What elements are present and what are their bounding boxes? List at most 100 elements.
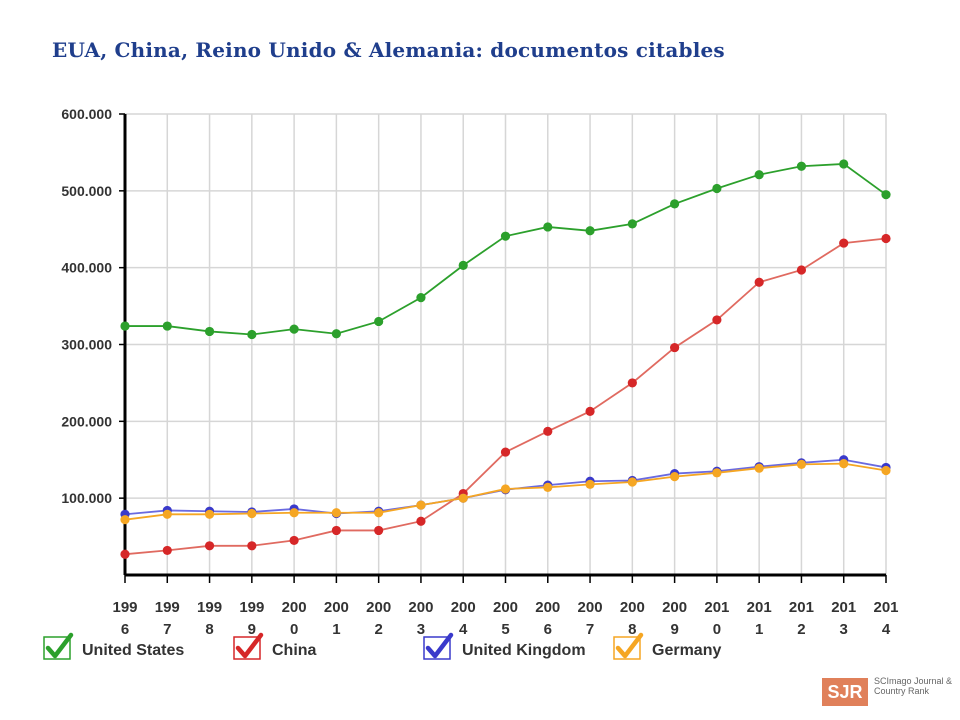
y-tick-label: 400.000 xyxy=(61,260,112,276)
legend-label-germany: Germany xyxy=(652,642,721,659)
data-point-china xyxy=(712,315,722,325)
x-tick-label-line2: 0 xyxy=(290,621,298,638)
data-point-united-states xyxy=(839,159,849,169)
data-point-china xyxy=(839,238,849,248)
x-tick-label-line2: 1 xyxy=(332,621,340,638)
x-tick-label-line1: 200 xyxy=(366,599,391,616)
chart-legend: United States China United Kingdom Germany xyxy=(43,632,721,660)
data-point-united-states xyxy=(627,219,637,229)
data-point-germany xyxy=(247,508,257,519)
x-tick-label-line1: 199 xyxy=(155,599,180,616)
data-point-germany xyxy=(289,508,299,518)
data-point-germany xyxy=(458,493,468,503)
data-point-united-states xyxy=(458,260,468,270)
slide-title: EUA, China, Reino Unido & Alemania: docu… xyxy=(52,38,725,62)
x-tick-label-line1: 201 xyxy=(831,599,856,616)
data-point-germany xyxy=(712,468,722,478)
data-point-china xyxy=(120,549,130,559)
x-tick-label-line2: 1 xyxy=(755,621,763,638)
data-point-china xyxy=(543,426,553,436)
x-tick-label-line2: 0 xyxy=(713,621,721,638)
data-point-united-states xyxy=(500,231,511,241)
x-tick-label-line2: 6 xyxy=(544,621,552,638)
x-tick-label-line2: 4 xyxy=(459,621,468,638)
data-point-united-states xyxy=(796,161,807,171)
x-tick-label-line1: 201 xyxy=(789,599,814,616)
data-point-germany xyxy=(416,500,426,510)
data-point-germany xyxy=(374,508,384,518)
y-tick-label: 200.000 xyxy=(61,413,112,429)
x-tick-label-line1: 200 xyxy=(662,599,687,616)
chart-series xyxy=(120,159,891,559)
data-point-china xyxy=(374,525,384,536)
y-tick-label: 600.000 xyxy=(61,106,112,122)
x-tick-label-line1: 201 xyxy=(704,599,729,616)
legend-item-united-kingdom: United Kingdom xyxy=(423,632,586,660)
data-point-germany xyxy=(881,465,891,476)
x-axis-ticks: 199 6 199 7 199 8 199 9 200 0 200 1 200 2 200 3 200 4 200 5… xyxy=(112,575,899,638)
y-axis-ticks: 100.000 200.000 300.000 400.000 500.000 600.0… xyxy=(61,106,125,506)
sjr-logo-mark: SJR xyxy=(822,678,868,706)
data-point-germany xyxy=(162,509,172,519)
data-point-united-states xyxy=(331,329,341,339)
data-point-china xyxy=(331,525,341,536)
x-tick-label-line1: 200 xyxy=(282,599,307,616)
x-tick-label-line1: 199 xyxy=(112,599,137,616)
data-point-germany xyxy=(543,482,553,493)
data-point-germany xyxy=(839,458,849,469)
data-point-china xyxy=(247,541,257,551)
x-tick-label-line1: 200 xyxy=(535,599,560,616)
x-tick-label-line2: 9 xyxy=(248,621,256,638)
x-tick-label-line2: 3 xyxy=(417,621,425,638)
data-point-united-states xyxy=(881,190,891,200)
x-tick-label-line2: 3 xyxy=(840,621,848,638)
x-tick-label-line2: 4 xyxy=(882,621,891,638)
data-point-germany xyxy=(120,515,130,525)
check-icon xyxy=(615,632,644,659)
y-tick-label: 500.000 xyxy=(61,183,112,199)
x-tick-label-line2: 9 xyxy=(670,621,678,638)
x-tick-label-line1: 200 xyxy=(493,599,518,616)
data-point-germany xyxy=(627,477,637,487)
x-tick-label-line1: 199 xyxy=(239,599,264,616)
legend-item-china: China xyxy=(233,632,317,660)
y-tick-label: 100.000 xyxy=(61,490,112,506)
x-tick-label-line2: 6 xyxy=(121,621,129,638)
y-tick-label: 300.000 xyxy=(61,337,112,353)
sjr-logo-text: SCImago Journal & Country Rank xyxy=(874,676,953,696)
data-point-united-states xyxy=(416,293,426,303)
data-point-united-states xyxy=(162,321,172,331)
data-point-china xyxy=(289,535,299,546)
x-tick-label-line2: 8 xyxy=(205,621,213,638)
legend-item-germany: Germany xyxy=(613,632,721,660)
data-point-united-states xyxy=(712,183,722,194)
x-tick-label-line1: 200 xyxy=(578,599,603,616)
data-point-germany xyxy=(754,463,764,473)
check-icon xyxy=(45,632,74,659)
x-tick-label-line2: 2 xyxy=(374,621,382,638)
data-point-united-states xyxy=(543,222,553,232)
legend-label-united-kingdom: United Kingdom xyxy=(462,642,586,659)
x-tick-label-line1: 200 xyxy=(451,599,476,616)
x-tick-label-line2: 7 xyxy=(586,621,594,638)
data-point-united-states xyxy=(120,321,130,331)
data-point-germany xyxy=(331,508,341,518)
x-tick-label-line1: 200 xyxy=(324,599,349,616)
x-tick-label-line2: 7 xyxy=(163,621,171,638)
data-point-united-states xyxy=(289,324,299,334)
data-point-united-states xyxy=(374,316,384,327)
sjr-logo: SJR SCImago Journal & Country Rank xyxy=(822,676,952,708)
data-point-china xyxy=(796,265,807,275)
x-tick-label-line1: 201 xyxy=(873,599,898,616)
check-icon xyxy=(425,632,454,659)
data-point-china xyxy=(204,541,215,551)
data-point-germany xyxy=(204,509,215,519)
chart-grid xyxy=(124,113,887,575)
data-point-germany xyxy=(585,479,595,489)
data-point-china xyxy=(162,545,172,556)
data-point-united-states xyxy=(754,170,764,180)
legend-label-united-states: United States xyxy=(82,642,184,659)
data-point-china xyxy=(670,342,680,353)
x-tick-label-line2: 5 xyxy=(501,621,509,638)
